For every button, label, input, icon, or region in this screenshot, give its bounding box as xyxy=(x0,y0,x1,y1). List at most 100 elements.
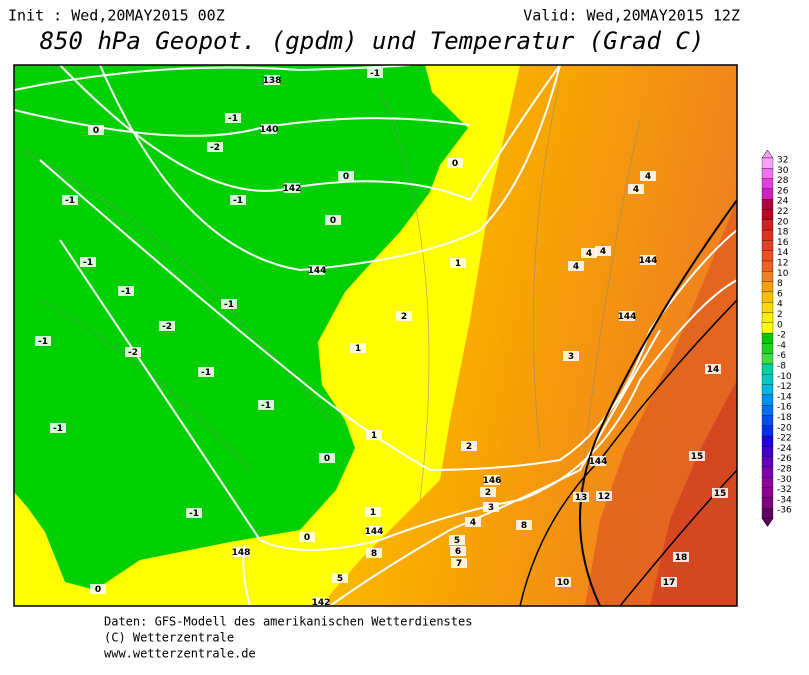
map-label: 4 xyxy=(600,247,606,257)
legend-label: 10 xyxy=(777,269,789,279)
map-label: 4 xyxy=(470,518,476,528)
label-box xyxy=(365,507,381,517)
legend-label: -10 xyxy=(777,372,792,382)
legend-label: 20 xyxy=(777,217,789,227)
map-label: 0 xyxy=(330,216,336,226)
legend-label: -6 xyxy=(777,351,786,361)
legend-swatch xyxy=(761,477,774,488)
map-label: 142 xyxy=(283,184,302,194)
map-label: 0 xyxy=(304,533,310,543)
map-label: 6 xyxy=(455,547,461,557)
legend-swatch xyxy=(761,466,774,478)
map-label: 2 xyxy=(466,442,472,452)
map-label: 148 xyxy=(232,548,251,558)
label-box xyxy=(590,456,606,466)
legend-swatch xyxy=(761,312,774,323)
legend-label: 4 xyxy=(777,300,783,310)
map-label: 1 xyxy=(371,431,377,441)
legend-label: -24 xyxy=(777,444,792,454)
legend-label: 24 xyxy=(777,197,789,207)
title: 850 hPa Geopot. (gpdm) und Temperatur (G… xyxy=(40,27,705,55)
label-box xyxy=(332,573,348,583)
map-label: 1 xyxy=(370,508,376,518)
legend-swatch xyxy=(761,271,774,282)
label-box xyxy=(225,113,241,123)
map-label: -1 xyxy=(38,337,48,347)
legend-swatch xyxy=(761,260,774,272)
label-box xyxy=(233,547,249,557)
map-label: 15 xyxy=(714,489,727,499)
label-box xyxy=(88,125,104,135)
legend-label: 22 xyxy=(777,207,788,217)
legend-swatch xyxy=(761,229,774,241)
label-box xyxy=(90,584,106,594)
map-label: 15 xyxy=(691,452,704,462)
legend-swatch xyxy=(761,497,774,509)
label-box xyxy=(319,453,335,463)
label-box xyxy=(628,184,644,194)
label-box xyxy=(396,311,412,321)
label-box xyxy=(50,423,66,433)
legend-swatch xyxy=(761,281,774,293)
legend-label: -30 xyxy=(777,475,792,485)
map-label: -1 xyxy=(233,196,243,206)
label-box xyxy=(705,364,721,374)
label-box xyxy=(712,488,728,498)
label-box xyxy=(35,336,51,346)
map-label: -1 xyxy=(201,368,211,378)
legend-label: -28 xyxy=(777,465,792,475)
label-box xyxy=(640,255,656,265)
legend-swatch xyxy=(761,188,774,200)
legend-label: 32 xyxy=(777,156,788,166)
label-box xyxy=(80,257,96,267)
legend-label: 26 xyxy=(777,186,789,196)
map-label: 4 xyxy=(586,249,592,259)
label-box xyxy=(465,517,481,527)
legend-swatch xyxy=(761,363,774,375)
map-label: 0 xyxy=(95,585,101,595)
map-label: 13 xyxy=(575,493,588,503)
label-box xyxy=(118,286,134,296)
legend-label: 28 xyxy=(777,176,789,186)
legend-label: -2 xyxy=(777,331,786,341)
legend-label: 0 xyxy=(777,320,783,330)
legend-swatch xyxy=(761,353,774,365)
map-label: 3 xyxy=(488,503,494,513)
label-box xyxy=(62,195,78,205)
label-box xyxy=(573,492,589,502)
legend-label: 18 xyxy=(777,228,789,238)
legend-label: 16 xyxy=(777,238,789,248)
map-label: 2 xyxy=(401,312,407,322)
footer-copyright: (C) Wetterzentrale xyxy=(104,631,234,645)
map-label: -2 xyxy=(128,348,138,358)
label-box xyxy=(125,347,141,357)
map-label: 17 xyxy=(663,578,676,588)
label-box xyxy=(309,265,325,275)
legend-label: -18 xyxy=(777,413,792,423)
legend-label: 6 xyxy=(777,289,783,299)
map-frame xyxy=(13,64,738,607)
legend-label: -26 xyxy=(777,454,792,464)
label-box xyxy=(261,124,277,134)
legend-label: 2 xyxy=(777,310,783,320)
map-label: -2 xyxy=(210,143,220,153)
map-label: 140 xyxy=(260,125,279,135)
map-label: 138 xyxy=(263,76,282,86)
legend-label: 14 xyxy=(777,248,789,258)
label-box xyxy=(661,577,677,587)
label-box xyxy=(563,351,579,361)
map-label: 0 xyxy=(324,454,330,464)
legend-arrow-top xyxy=(761,149,774,159)
map-label: -1 xyxy=(228,114,238,124)
map-label: 2 xyxy=(485,488,491,498)
label-box xyxy=(483,502,499,512)
map-label: 8 xyxy=(371,549,377,559)
map-label: 5 xyxy=(337,574,343,584)
legend-swatch xyxy=(761,374,774,385)
label-box xyxy=(673,552,689,562)
hottest-area xyxy=(650,380,737,606)
label-box xyxy=(284,183,300,193)
label-box xyxy=(447,158,463,168)
legend-swatch xyxy=(761,332,774,344)
legend-label: -12 xyxy=(777,382,792,392)
